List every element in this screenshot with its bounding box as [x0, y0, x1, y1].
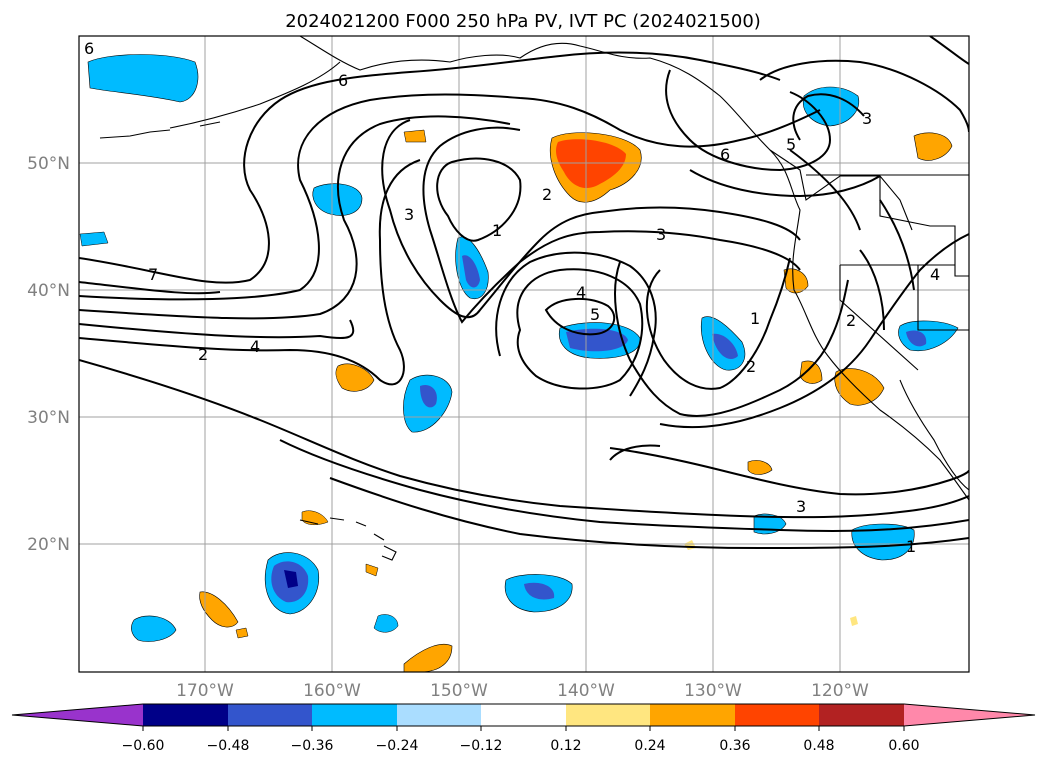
colorbar-tick-label: −0.12 [460, 738, 503, 754]
colorbar-tick-label: −0.24 [376, 738, 419, 754]
contour-label: 4 [930, 265, 940, 284]
lon-label: 170°W [176, 681, 234, 701]
colorbar-extend-left [12, 704, 143, 726]
shade-positive [199, 591, 239, 628]
map-title: 2024021200 F000 250 hPa PV, IVT PC (2024… [285, 11, 761, 32]
colorbar-tick-label: 0.60 [888, 738, 919, 754]
contour-label: 3 [404, 205, 414, 224]
colorbar-segment [312, 704, 397, 726]
shade-positive [747, 460, 773, 475]
shade-positive [403, 129, 427, 143]
contour-label: 1 [750, 309, 760, 328]
colorbar-tick-label: −0.36 [291, 738, 334, 754]
colorbar-tick-label: 0.36 [719, 738, 750, 754]
contour-label: 1 [492, 221, 502, 240]
lat-label: 50°N [27, 154, 70, 174]
shade-positive [913, 132, 953, 161]
colorbar-segment [481, 704, 566, 726]
colorbar-labels: −0.60 −0.48 −0.36 −0.24 −0.12 0.12 0.24 … [122, 738, 920, 754]
lon-label: 130°W [684, 681, 742, 701]
lat-label: 40°N [27, 281, 70, 301]
shade-negative [851, 523, 915, 561]
contour-label: 3 [862, 109, 872, 128]
lon-label: 150°W [430, 681, 488, 701]
shade-negative-strong [712, 333, 738, 360]
shade-negative-strong [524, 582, 555, 600]
shade-negative-strong [906, 330, 927, 347]
colorbar-segment [228, 704, 312, 726]
shade-positive [783, 268, 809, 294]
shade-positive [301, 510, 329, 525]
contour-label: 2 [746, 357, 756, 376]
shade-positive [365, 563, 379, 577]
contour-label: 2 [198, 345, 208, 364]
contour-label: 2 [846, 311, 856, 330]
contour-label: 3 [656, 225, 666, 244]
contour-label: 3 [796, 497, 806, 516]
shade-negative-strong [420, 384, 437, 408]
shade-negative-strongest [284, 570, 298, 588]
colorbar: −0.60 −0.48 −0.36 −0.24 −0.12 0.12 0.24 … [11, 703, 1036, 754]
contour-label: 7 [148, 265, 158, 284]
shade-negative [87, 54, 199, 103]
lon-label: 120°W [811, 681, 869, 701]
colorbar-tick-label: 0.24 [634, 738, 665, 754]
colorbar-extend-right [904, 704, 1035, 726]
contour-label: 6 [720, 145, 730, 164]
contour-label: 6 [338, 71, 348, 90]
shade-negative [373, 614, 399, 633]
colorbar-segment [819, 704, 904, 726]
colorbar-segment [735, 704, 819, 726]
colorbar-tick-label: 0.48 [803, 738, 834, 754]
shaded-anomalies [79, 54, 959, 672]
shade-positive [335, 363, 375, 392]
colorbar-tick-label: −0.48 [207, 738, 250, 754]
colorbar-segment [143, 704, 228, 726]
lon-label: 160°W [303, 681, 361, 701]
shade-negative [131, 615, 177, 642]
colorbar-segment [566, 704, 650, 726]
contour-label: 5 [786, 135, 796, 154]
contour-label: 1 [906, 537, 916, 556]
colorbar-ticks [142, 726, 905, 731]
colorbar-segment [650, 704, 735, 726]
lon-label: 140°W [557, 681, 615, 701]
map-frame [78, 35, 970, 673]
shade-positive [235, 627, 249, 639]
contour-label: 2 [542, 185, 552, 204]
map-area [79, 36, 969, 672]
contours [79, 36, 969, 550]
shade-positive-strong [556, 139, 626, 189]
contour-label: 4 [576, 283, 586, 302]
colorbar-segment [397, 704, 481, 726]
shade-positive [850, 616, 858, 626]
contour-label: 6 [84, 39, 94, 58]
lat-label: 30°N [27, 408, 70, 428]
shade-negative-strong [462, 255, 480, 288]
colorbar-tick-label: 0.12 [550, 738, 581, 754]
shade-negative [312, 183, 363, 216]
shade-negative [79, 231, 109, 247]
shade-positive [799, 360, 823, 384]
latitude-labels: 50°N 40°N 30°N 20°N [27, 154, 70, 555]
lat-label: 20°N [27, 535, 70, 555]
longitude-labels: 170°W 160°W 150°W 140°W 130°W 120°W [176, 681, 869, 701]
contour-label: 4 [250, 337, 260, 356]
contour-label: 5 [590, 305, 600, 324]
contour-labels: 6 6 6 5 3 3 2 1 4 5 3 1 2 2 4 7 2 4 3 1 [84, 39, 940, 556]
colorbar-tick-label: −0.60 [122, 738, 165, 754]
